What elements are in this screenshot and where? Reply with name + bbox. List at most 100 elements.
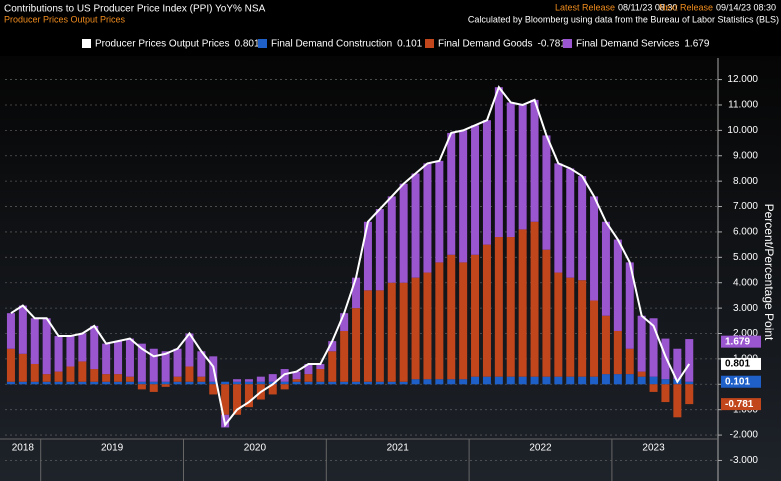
- y-tick-label: 11.000: [728, 100, 758, 111]
- bar-segment: [352, 277, 361, 309]
- bar-segment: [221, 381, 230, 385]
- bar-segment: [411, 173, 420, 278]
- y-tick-label: 7.000: [733, 201, 758, 212]
- bar-segment: [352, 308, 361, 382]
- y-tick-label: 9.000: [733, 150, 758, 161]
- bar-segment: [399, 381, 408, 385]
- y-tick-label: 8.000: [733, 176, 758, 187]
- bar-segment: [506, 237, 515, 377]
- bar-segment: [78, 381, 87, 385]
- bar-segment: [30, 363, 39, 382]
- bar-segment: [506, 102, 515, 238]
- bar-segment: [102, 381, 111, 385]
- bar-segment: [494, 87, 503, 238]
- bar-segment: [578, 176, 587, 281]
- bar-segment: [233, 379, 242, 382]
- bar-segment: [685, 339, 694, 382]
- bar-segment: [161, 351, 170, 382]
- bar-segment: [6, 313, 15, 349]
- bar-segment: [637, 371, 646, 377]
- x-tick-label: 2019: [101, 443, 124, 454]
- legend-value: -0.781: [538, 39, 567, 50]
- bar-segment: [149, 381, 158, 385]
- latest-value: 08/11/23 08:30: [618, 2, 677, 12]
- bar-segment: [578, 376, 587, 385]
- bar-segment: [411, 379, 420, 385]
- legend-value: 1.679: [684, 39, 709, 50]
- bar-segment: [54, 371, 63, 382]
- y-tick-label: -2.000: [730, 430, 759, 441]
- legend-value: 0.801: [235, 39, 260, 50]
- bar-segment: [530, 221, 539, 377]
- bar-segment: [435, 160, 444, 263]
- y-axis-label: Percent/Percentage Point: [762, 204, 776, 341]
- bar-segment: [601, 221, 610, 316]
- bar-segment: [530, 376, 539, 385]
- bar-segment: [447, 254, 456, 380]
- bar-segment: [292, 379, 301, 382]
- legend-label: Final Demand Services: [576, 39, 679, 50]
- legend-label: Final Demand Construction: [271, 39, 392, 50]
- bar-segment: [506, 376, 515, 385]
- bar-segment: [102, 374, 111, 382]
- x-tick-label: 2022: [529, 443, 552, 454]
- bar-segment: [90, 381, 99, 385]
- bar-segment: [423, 379, 432, 385]
- bar-segment: [102, 343, 111, 375]
- bar-segment: [673, 348, 682, 380]
- bar-segment: [399, 183, 408, 283]
- bar-segment: [542, 376, 551, 385]
- bar-segment: [613, 239, 622, 331]
- bar-segment: [149, 348, 158, 382]
- bar-segment: [685, 381, 694, 385]
- bar-segment: [471, 376, 480, 385]
- bar-segment: [316, 363, 325, 370]
- bar-segment: [387, 196, 396, 283]
- y-tick-label: 3.000: [733, 303, 758, 314]
- bar-segment: [42, 374, 51, 382]
- bar-segment: [566, 277, 575, 377]
- y-tick-label: 10.000: [727, 125, 758, 136]
- y-tick-label: 2.000: [733, 328, 758, 339]
- bar-segment: [363, 221, 372, 291]
- badge-label: -0.781: [725, 399, 754, 410]
- bar-segment: [256, 376, 265, 382]
- bar-segment: [244, 384, 253, 408]
- bar-segment: [66, 336, 75, 367]
- bar-segment: [114, 381, 123, 385]
- bar-segment: [209, 381, 218, 385]
- bar-segment: [649, 318, 658, 377]
- value-badge: [721, 375, 761, 388]
- bar-segment: [304, 374, 313, 382]
- next-label: Next Release: [659, 2, 713, 12]
- bar-segment: [375, 381, 384, 385]
- bar-segment: [625, 374, 634, 385]
- bar-segment: [340, 330, 349, 382]
- bar-segment: [447, 379, 456, 385]
- bar-segment: [114, 341, 123, 375]
- bar-segment: [185, 381, 194, 385]
- bar-segment: [125, 338, 134, 377]
- bar-segment: [447, 132, 456, 255]
- bar-segment: [18, 381, 27, 385]
- bar-segment: [471, 254, 480, 377]
- bar-segment: [328, 351, 337, 382]
- badge-label: 0.101: [725, 376, 750, 387]
- bar-segment: [340, 381, 349, 385]
- bar-segment: [482, 244, 491, 377]
- bar-segment: [185, 366, 194, 382]
- legend-label: Producer Prices Output Prices: [95, 39, 230, 50]
- bar-segment: [125, 381, 134, 385]
- bar-segment: [625, 348, 634, 375]
- bar-segment: [649, 376, 658, 385]
- bar-segment: [459, 379, 468, 385]
- next-value: 09/14/23 08:30: [716, 2, 776, 12]
- bar-segment: [221, 384, 230, 415]
- bar-segment: [649, 384, 658, 392]
- bar-segment: [494, 376, 503, 385]
- bar-segment: [375, 290, 384, 382]
- y-tick-label: -3.000: [730, 455, 759, 466]
- bar-segment: [613, 374, 622, 385]
- bar-segment: [233, 384, 242, 415]
- bar-segment: [30, 381, 39, 385]
